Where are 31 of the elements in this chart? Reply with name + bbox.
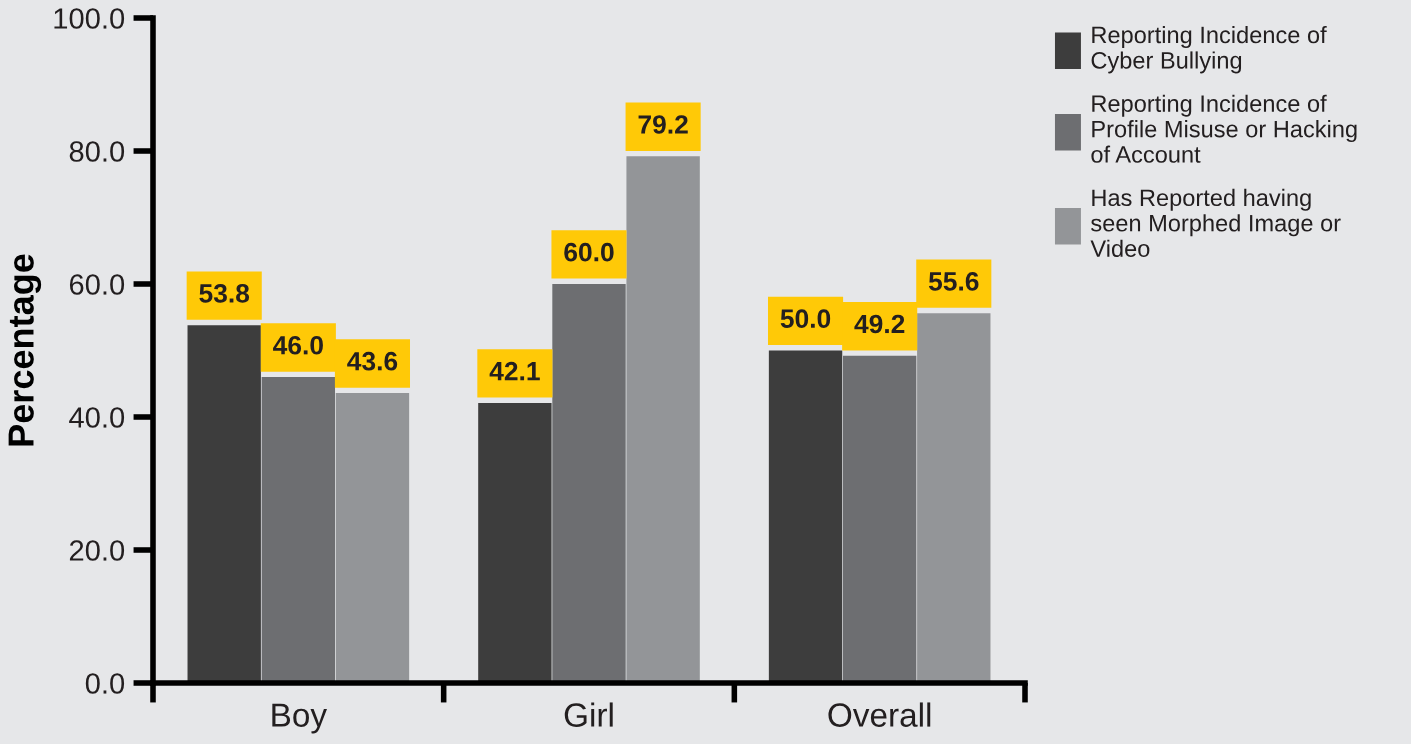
data-label: 53.8 — [199, 284, 250, 303]
y-tick-label: 60.0 — [69, 274, 125, 295]
bar — [626, 156, 700, 683]
x-tick-label: Boy — [272, 703, 327, 734]
bar — [552, 284, 626, 683]
y-tick-label: 80.0 — [69, 141, 125, 162]
data-label: 60.0 — [564, 242, 614, 262]
bar — [478, 403, 552, 683]
legend-label: Reporting Incidence of Cyber Bullying — [1091, 25, 1327, 74]
bar — [335, 393, 410, 683]
bar — [187, 325, 261, 683]
data-label: 49.2 — [854, 314, 905, 334]
bar — [917, 313, 991, 683]
x-tick-label: Girl — [564, 702, 613, 727]
y-tick-label: 100.0 — [54, 8, 125, 29]
y-tick-label: 40.0 — [69, 407, 125, 428]
data-label: 79.2 — [638, 115, 688, 134]
legend-label: Reporting Incidence of Profile Misuse or Hacking of Account — [1091, 94, 1357, 163]
y-axis-title: Percentage — [8, 254, 42, 446]
y-tick-label: 0.0 — [85, 673, 125, 694]
data-label: 50.0 — [780, 309, 831, 328]
legend-label: Has Reported having seen Morphed Image or Video — [1090, 188, 1341, 257]
data-label: 46.0 — [273, 335, 323, 355]
data-label: 55.6 — [928, 272, 979, 291]
bar — [261, 377, 336, 683]
y-tick-label: 20.0 — [69, 540, 125, 561]
x-tick-label: Overall — [828, 702, 931, 727]
data-label: 43.6 — [347, 351, 398, 371]
bar — [842, 355, 917, 683]
bar — [768, 350, 843, 683]
data-label: 42.1 — [489, 361, 540, 381]
